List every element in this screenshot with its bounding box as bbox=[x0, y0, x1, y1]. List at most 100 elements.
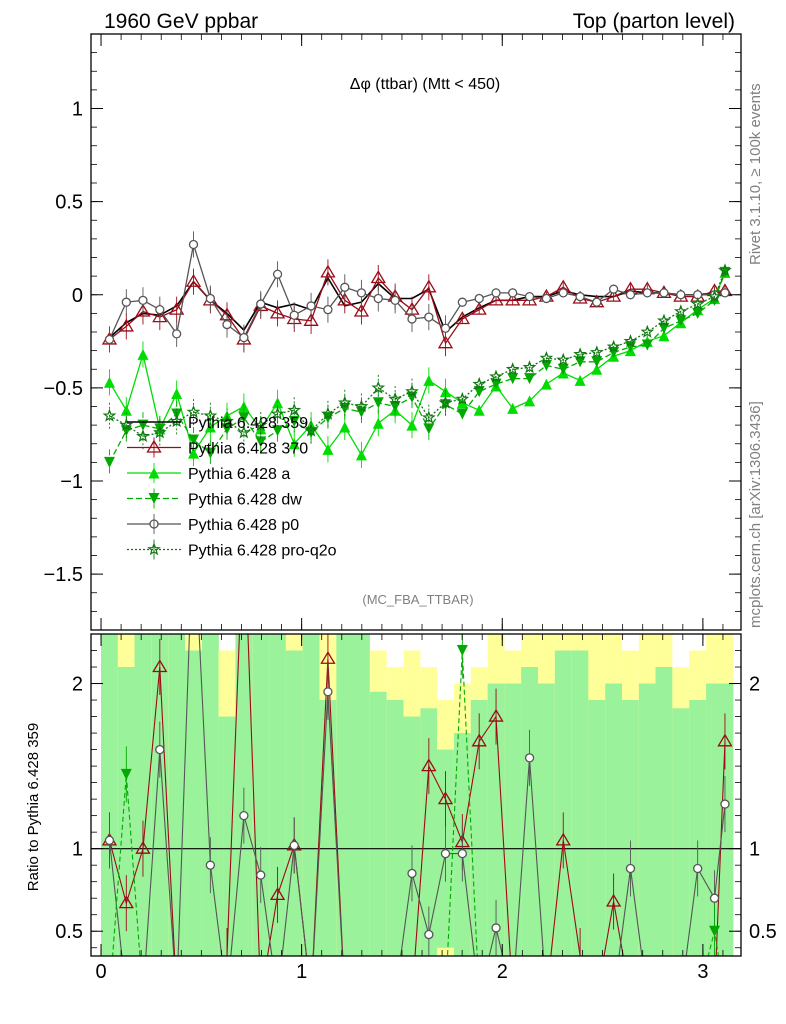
band-inner bbox=[672, 708, 690, 956]
xtick-label: 3 bbox=[697, 961, 708, 983]
ratio-uncertainty-bands bbox=[91, 634, 741, 956]
data-point bbox=[642, 288, 652, 298]
ratio-point bbox=[118, 895, 134, 909]
data-point bbox=[522, 360, 537, 374]
data-point bbox=[524, 373, 536, 385]
ratio-ylabel: Ratio to Pythia 6.428 359 bbox=[25, 723, 42, 891]
ytick-label-ratio-right: 1 bbox=[749, 839, 760, 861]
xtick-label: 2 bbox=[497, 961, 508, 983]
data-point bbox=[507, 402, 519, 414]
data-point bbox=[339, 421, 351, 433]
chart-title: Δφ (ttbar) (Mtt < 450) bbox=[350, 76, 500, 93]
data-point bbox=[406, 419, 418, 431]
band-inner bbox=[521, 667, 538, 956]
ratio-point bbox=[407, 868, 417, 879]
data-point bbox=[658, 330, 670, 342]
data-point bbox=[356, 288, 367, 298]
band-inner bbox=[353, 634, 370, 956]
data-point bbox=[720, 288, 730, 298]
ratio-point bbox=[256, 870, 266, 880]
data-point bbox=[707, 289, 722, 303]
ratio-series-p0 bbox=[104, 634, 730, 956]
rivet-label: Rivet 3.1.10, ≥ 100k events bbox=[747, 83, 764, 265]
ratio-point bbox=[152, 659, 168, 673]
ratio-point bbox=[205, 860, 216, 870]
data-point bbox=[204, 447, 216, 459]
legend-label-proq2o: Pythia 6.428 pro-q2o bbox=[188, 543, 337, 560]
ratio-point bbox=[456, 645, 468, 657]
data-point bbox=[203, 408, 218, 422]
data-point bbox=[407, 314, 417, 324]
data-point bbox=[272, 269, 283, 279]
ratio-point bbox=[135, 840, 151, 854]
data-point bbox=[236, 425, 251, 439]
legend-label-p370: Pythia 6.428 370 bbox=[188, 441, 308, 458]
band-inner bbox=[302, 634, 320, 956]
data-point bbox=[489, 369, 503, 383]
data-point bbox=[388, 391, 403, 405]
band-inner bbox=[218, 716, 236, 956]
band-inner bbox=[622, 700, 639, 956]
ratio-point bbox=[437, 791, 454, 805]
data-point bbox=[353, 303, 370, 317]
data-point bbox=[675, 315, 687, 327]
data-point bbox=[340, 282, 350, 292]
ratio-point bbox=[717, 733, 733, 747]
data-point bbox=[421, 410, 436, 424]
band-inner bbox=[403, 716, 421, 956]
data-point bbox=[558, 288, 568, 298]
ratio-point bbox=[424, 929, 434, 940]
data-point bbox=[456, 408, 468, 420]
ratio-line-p0 bbox=[108, 634, 726, 956]
ratio-point bbox=[155, 744, 165, 755]
band-inner bbox=[369, 691, 387, 956]
series-p0 bbox=[104, 231, 730, 353]
data-point bbox=[541, 293, 552, 304]
ratio-point bbox=[488, 708, 504, 722]
data-point bbox=[423, 374, 435, 386]
data-point bbox=[573, 347, 587, 361]
band-inner bbox=[285, 650, 303, 956]
band-inner bbox=[319, 700, 337, 956]
data-point bbox=[355, 449, 367, 461]
ytick-label-main: −0.5 bbox=[44, 378, 83, 400]
data-point bbox=[188, 239, 199, 250]
legend-label-p0: Pythia 6.428 p0 bbox=[188, 517, 299, 534]
data-point bbox=[152, 425, 167, 439]
data-point bbox=[255, 436, 267, 448]
data-point bbox=[238, 412, 250, 424]
data-point bbox=[171, 387, 183, 399]
data-point bbox=[676, 290, 686, 300]
data-point bbox=[524, 395, 536, 407]
data-point bbox=[103, 456, 115, 468]
data-point bbox=[524, 291, 535, 302]
axes: 1 0.5 0 −0.5 −1 −1.5 2 2 1 1 0.5 0.5 0 1 2 3 bbox=[44, 33, 777, 983]
ytick-label-main: 1 bbox=[72, 99, 83, 121]
ratio-point bbox=[239, 810, 249, 821]
data-point bbox=[659, 288, 669, 298]
ratio-point bbox=[605, 893, 622, 907]
data-point bbox=[390, 295, 400, 305]
data-point bbox=[372, 417, 384, 429]
data-point bbox=[253, 417, 268, 432]
data-point bbox=[606, 339, 621, 353]
data-point bbox=[102, 408, 117, 422]
xtick-label: 1 bbox=[296, 961, 307, 983]
data-point bbox=[405, 384, 419, 398]
ratio-series bbox=[101, 634, 733, 956]
band-inner bbox=[487, 683, 505, 956]
data-point bbox=[337, 395, 352, 409]
ratio-point bbox=[323, 687, 333, 697]
data-point bbox=[718, 263, 732, 277]
data-point bbox=[539, 350, 554, 364]
series-line-dw bbox=[108, 272, 726, 463]
data-point bbox=[473, 404, 485, 416]
data-point bbox=[505, 362, 520, 376]
series-line-p370 bbox=[109, 270, 725, 345]
data-point bbox=[372, 397, 384, 409]
data-point bbox=[205, 293, 216, 304]
data-point bbox=[640, 324, 655, 338]
ytick-label-main: 0.5 bbox=[55, 192, 83, 214]
data-point bbox=[135, 303, 151, 317]
band-inner bbox=[588, 700, 606, 956]
